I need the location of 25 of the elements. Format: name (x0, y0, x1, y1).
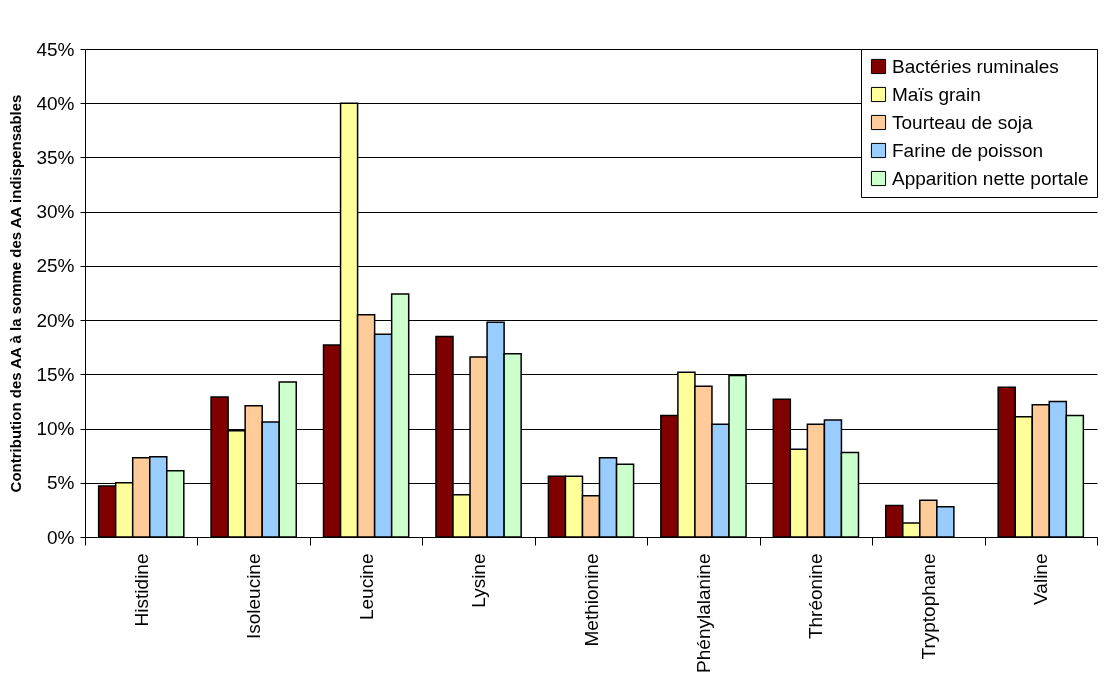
legend-label: Bactéries ruminales (892, 55, 1059, 77)
y-tick-label: 15% (36, 363, 75, 385)
legend-label: Apparition nette portale (892, 167, 1089, 189)
y-tick-label: 45% (36, 38, 75, 60)
legend-label: Tourteau de soja (892, 111, 1033, 133)
y-axis-title: Contribution des AA à la somme des AA indispensables (7, 94, 25, 493)
y-tick-label: 20% (36, 309, 75, 331)
y-tick-label: 35% (36, 146, 75, 168)
x-tick-label: Isoleucine (243, 553, 265, 640)
x-tick-label: Phénylalanine (692, 553, 714, 673)
y-tick-label: 5% (47, 472, 75, 494)
x-tick-label: Lysine (468, 553, 490, 608)
legend-label: Maïs grain (892, 83, 981, 105)
y-tick-label: 10% (36, 418, 75, 440)
x-tick-label: Leucine (355, 553, 377, 621)
y-tick-label: 25% (36, 255, 75, 277)
x-tick-label: Histidine (130, 553, 152, 627)
y-tick-label: 0% (47, 526, 75, 548)
x-tick-label: Valine (1030, 553, 1052, 605)
x-tick-label: Tryptophane (917, 553, 939, 660)
y-tick-label: 40% (36, 92, 75, 114)
x-tick-label: Thréonine (805, 553, 827, 640)
x-tick-label: Methionine (580, 553, 602, 647)
y-tick-label: 30% (36, 201, 75, 223)
legend-label: Farine de poisson (892, 139, 1044, 161)
